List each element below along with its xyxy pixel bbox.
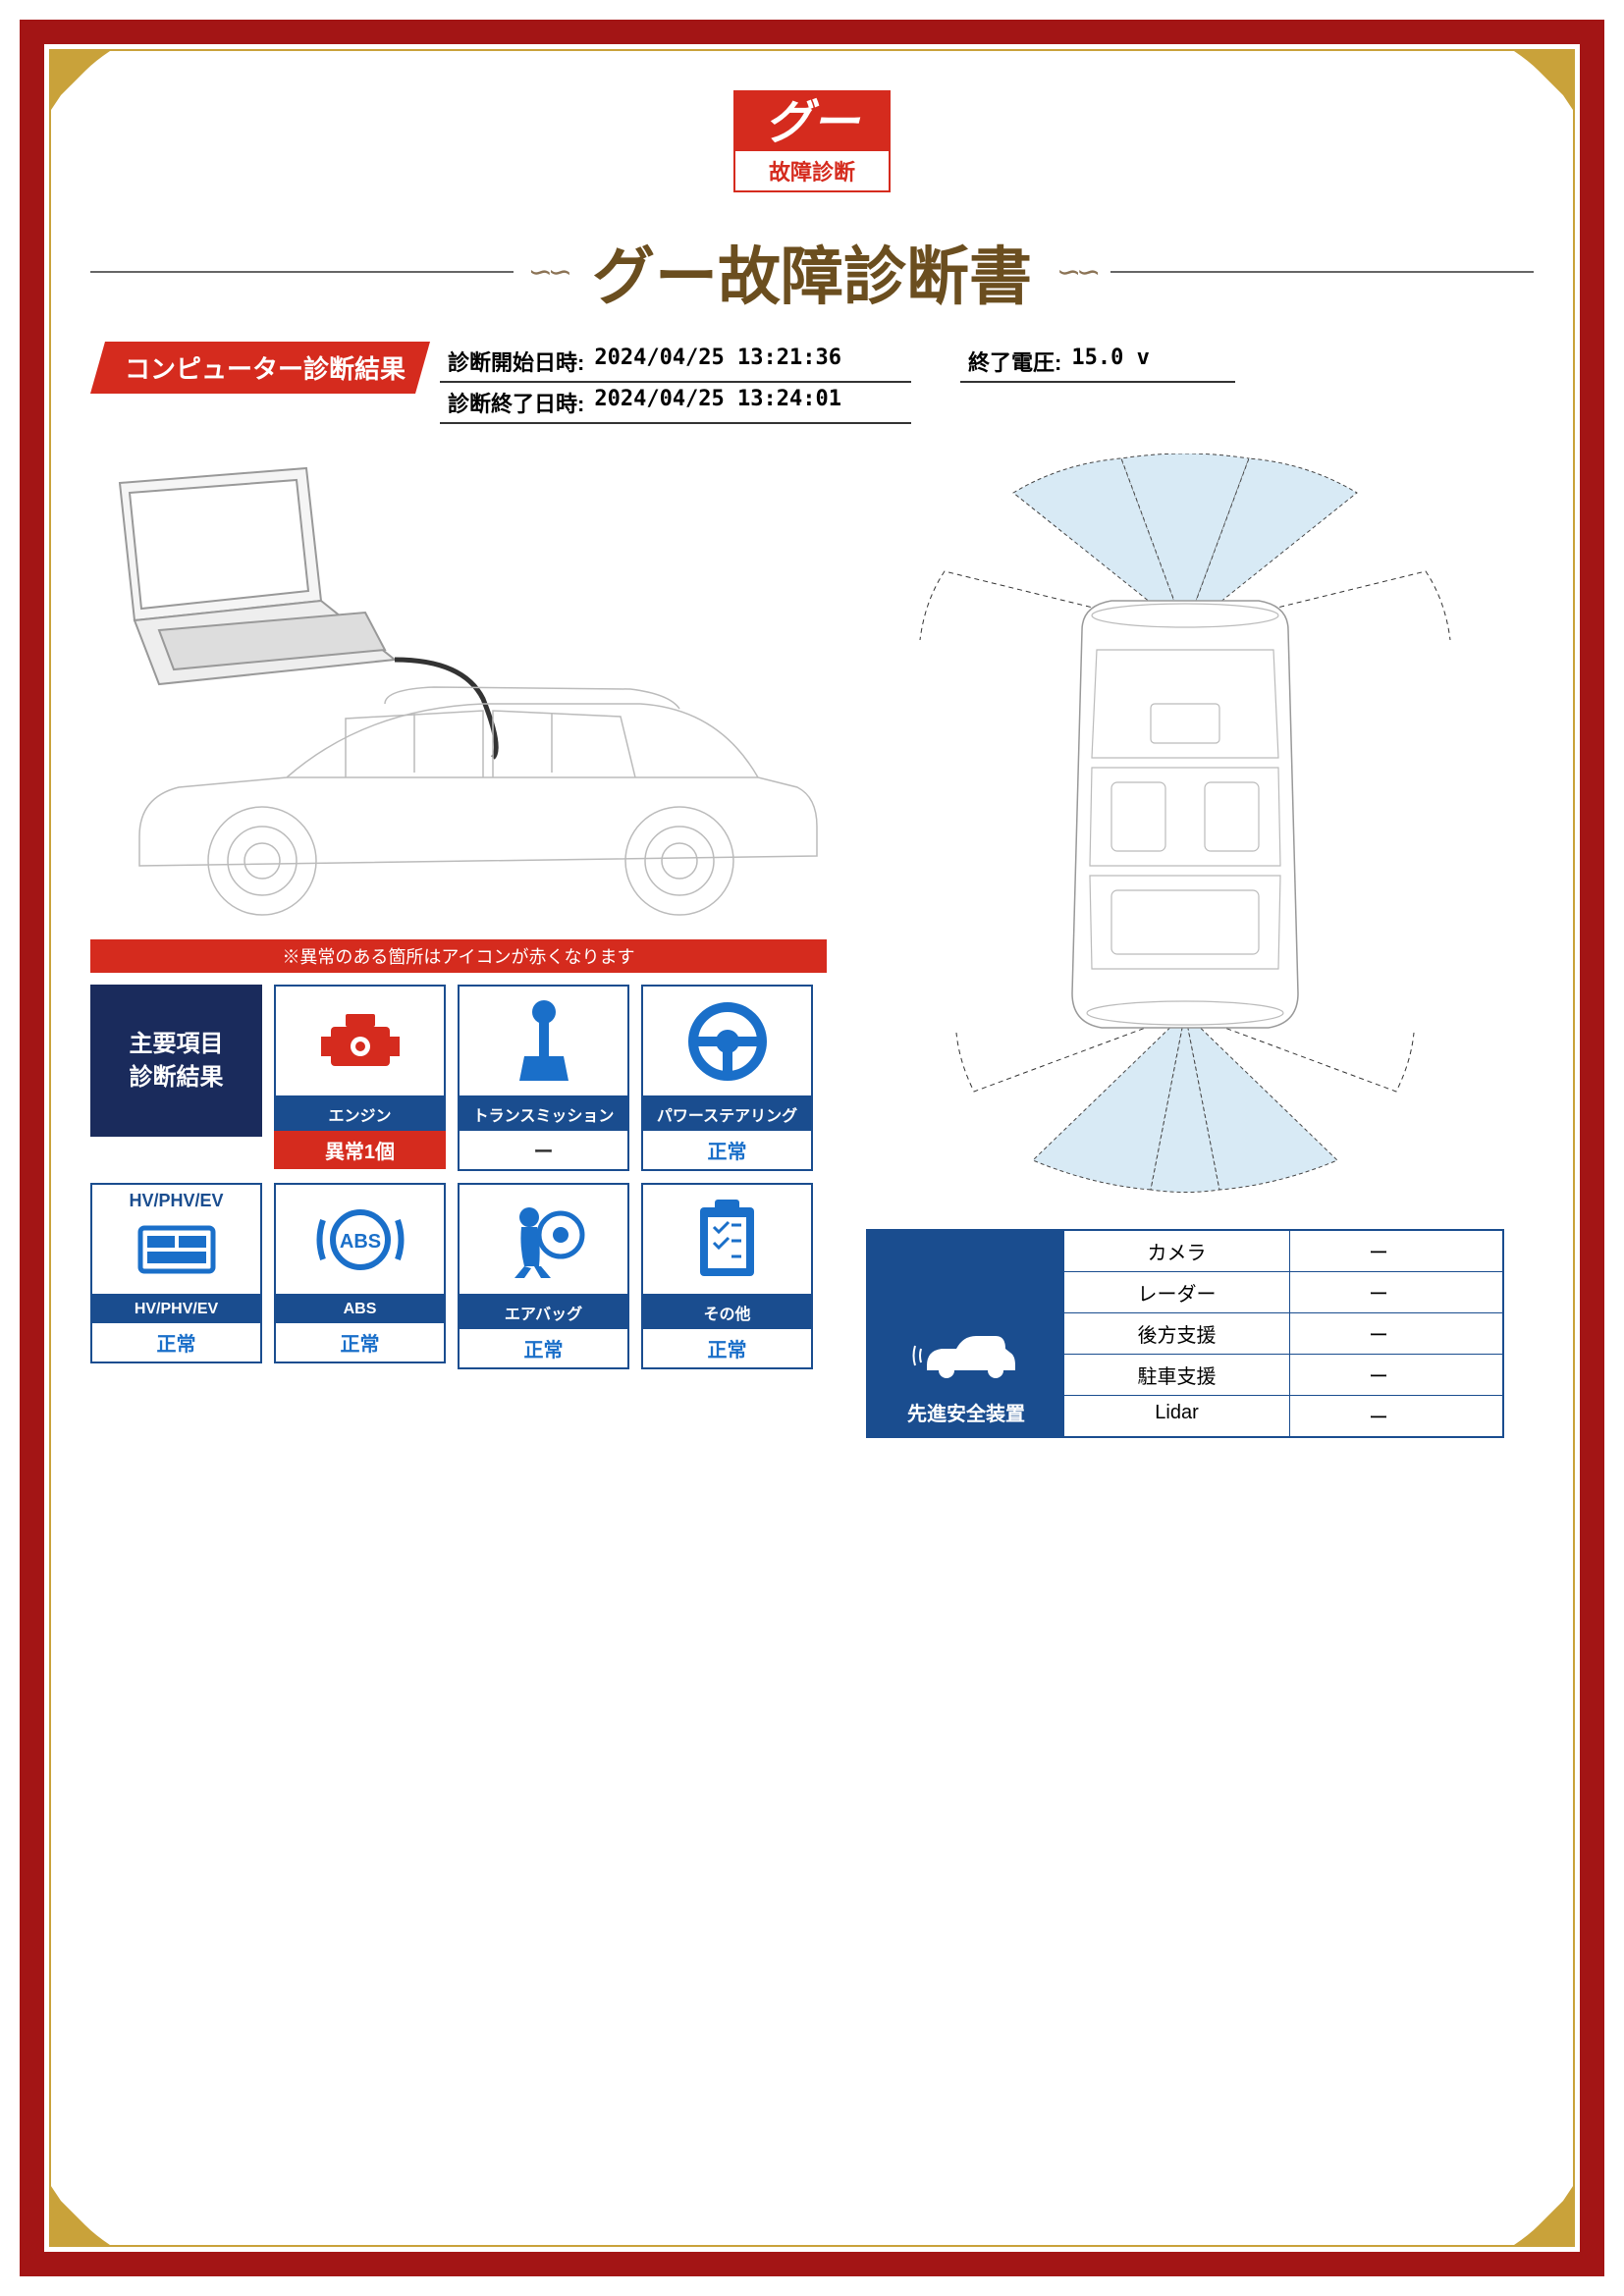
engine-icon (274, 985, 446, 1097)
diag-label: パワーステアリング (641, 1097, 813, 1131)
diag-label: エアバッグ (458, 1296, 629, 1329)
diag-card-steering: パワーステアリング 正常 (641, 985, 813, 1171)
flourish-icon: ∽∽ (1056, 255, 1096, 290)
diag-card-other: その他 正常 (641, 1183, 813, 1369)
safety-rows: カメラ ー レーダー ー 後方支援 ー 駐車支援 ー (1064, 1231, 1502, 1436)
diag-status: 正常 (641, 1329, 813, 1369)
safety-item-name: レーダー (1064, 1272, 1290, 1312)
safety-title: 先進安全装置 (907, 1398, 1025, 1426)
diag-label: ABS (274, 1296, 446, 1323)
safety-item-name: カメラ (1064, 1231, 1290, 1271)
abs-icon: ABS (274, 1183, 446, 1296)
safety-item-value: ー (1290, 1355, 1467, 1395)
title-rule-right (1110, 271, 1534, 273)
safety-row: カメラ ー (1064, 1231, 1502, 1272)
diag-status: 異常1個 (274, 1131, 446, 1169)
document-title: グー故障診断書 (592, 227, 1032, 317)
diag-status: ー (458, 1131, 629, 1171)
diag-status: 正常 (274, 1323, 446, 1363)
meta-fields-left: 診断開始日時: 2024/04/25 13:21:36 診断終了日時: 2024… (440, 342, 911, 424)
clipboard-icon (641, 1183, 813, 1296)
safety-equipment-table: 先進安全装置 カメラ ー レーダー ー 後方支援 ー (866, 1229, 1504, 1438)
diag-label: その他 (641, 1296, 813, 1329)
diag-header-text: 主要項目 診断結果 (130, 1028, 224, 1094)
safety-row: レーダー ー (1064, 1272, 1502, 1313)
title-rule-left (90, 271, 514, 273)
left-column: ※異常のある箇所はアイコンが赤くなります 主要項目 診断結果 エンジン 異常1個 (90, 454, 827, 1438)
end-label: 診断終了日時: (448, 387, 584, 418)
metadata-row: コンピューター診断結果 診断開始日時: 2024/04/25 13:21:36 … (90, 342, 1534, 424)
brand-logo: グー 故障診断 (733, 90, 891, 192)
logo-section: グー 故障診断 (90, 90, 1534, 192)
diagrams-row: ※異常のある箇所はアイコンが赤くなります 主要項目 診断結果 エンジン 異常1個 (90, 454, 1534, 1438)
safety-item-value: ー (1290, 1231, 1467, 1271)
diag-label: トランスミッション (458, 1097, 629, 1131)
safety-item-value: ー (1290, 1396, 1467, 1436)
diag-label: エンジン (274, 1097, 446, 1131)
diag-card-transmission: トランスミッション ー (458, 985, 629, 1171)
voltage-field: 終了電圧: 15.0 v (960, 342, 1235, 383)
diag-status: 正常 (458, 1329, 629, 1369)
diag-card-abs: ABS ABS 正常 (274, 1183, 446, 1369)
car-top-sensor-diagram (866, 454, 1504, 1200)
diag-card-engine: エンジン 異常1個 (274, 985, 446, 1171)
airbag-icon (458, 1183, 629, 1296)
safety-row: 後方支援 ー (1064, 1313, 1502, 1355)
diag-status: 正常 (641, 1131, 813, 1171)
notice-bar: ※異常のある箇所はアイコンが赤くなります (90, 939, 827, 973)
safety-item-name: 後方支援 (1064, 1313, 1290, 1354)
diag-status: 正常 (90, 1323, 262, 1363)
end-value: 2024/04/25 13:24:01 (594, 387, 841, 418)
safety-item-value: ー (1290, 1272, 1467, 1312)
flourish-icon: ∽∽ (528, 255, 568, 290)
diagnostic-header-card: 主要項目 診断結果 (90, 985, 262, 1137)
brand-name: グー (735, 92, 889, 151)
safety-row: 駐車支援 ー (1064, 1355, 1502, 1396)
diag-card-hvev: HV/PHV/EV HV/PHV/EV 正常 (90, 1183, 262, 1369)
brand-subtitle: 故障診断 (735, 151, 889, 190)
car-side-diagram (90, 454, 827, 925)
svg-text:ABS: ABS (339, 1231, 380, 1253)
hv-top-label: HV/PHV/EV (129, 1191, 223, 1211)
start-label: 診断開始日時: (448, 346, 584, 377)
section-badge: コンピューター診断結果 (90, 342, 430, 394)
diagnostic-grid: 主要項目 診断結果 エンジン 異常1個 トランスミッション ー (90, 985, 827, 1369)
ev-battery-icon: HV/PHV/EV (90, 1183, 262, 1296)
car-sensor-icon (912, 1321, 1020, 1390)
start-value: 2024/04/25 13:21:36 (594, 346, 841, 377)
safety-item-name: Lidar (1064, 1396, 1290, 1436)
transmission-icon (458, 985, 629, 1097)
right-column: 先進安全装置 カメラ ー レーダー ー 後方支援 ー (866, 454, 1504, 1438)
steering-wheel-icon (641, 985, 813, 1097)
title-row: ∽∽ グー故障診断書 ∽∽ (90, 227, 1534, 317)
certificate-content: グー 故障診断 ∽∽ グー故障診断書 ∽∽ コンピューター診断結果 診断開始日時… (49, 49, 1575, 2247)
diag-card-airbag: エアバッグ 正常 (458, 1183, 629, 1369)
safety-table-header: 先進安全装置 (868, 1231, 1064, 1436)
safety-row: Lidar ー (1064, 1396, 1502, 1436)
end-datetime-field: 診断終了日時: 2024/04/25 13:24:01 (440, 383, 911, 424)
safety-item-name: 駐車支援 (1064, 1355, 1290, 1395)
safety-item-value: ー (1290, 1313, 1467, 1354)
start-datetime-field: 診断開始日時: 2024/04/25 13:21:36 (440, 342, 911, 383)
voltage-label: 終了電圧: (968, 346, 1061, 377)
diag-label: HV/PHV/EV (90, 1296, 262, 1323)
voltage-value: 15.0 v (1071, 346, 1149, 377)
meta-fields-right: 終了電圧: 15.0 v (921, 342, 1235, 383)
